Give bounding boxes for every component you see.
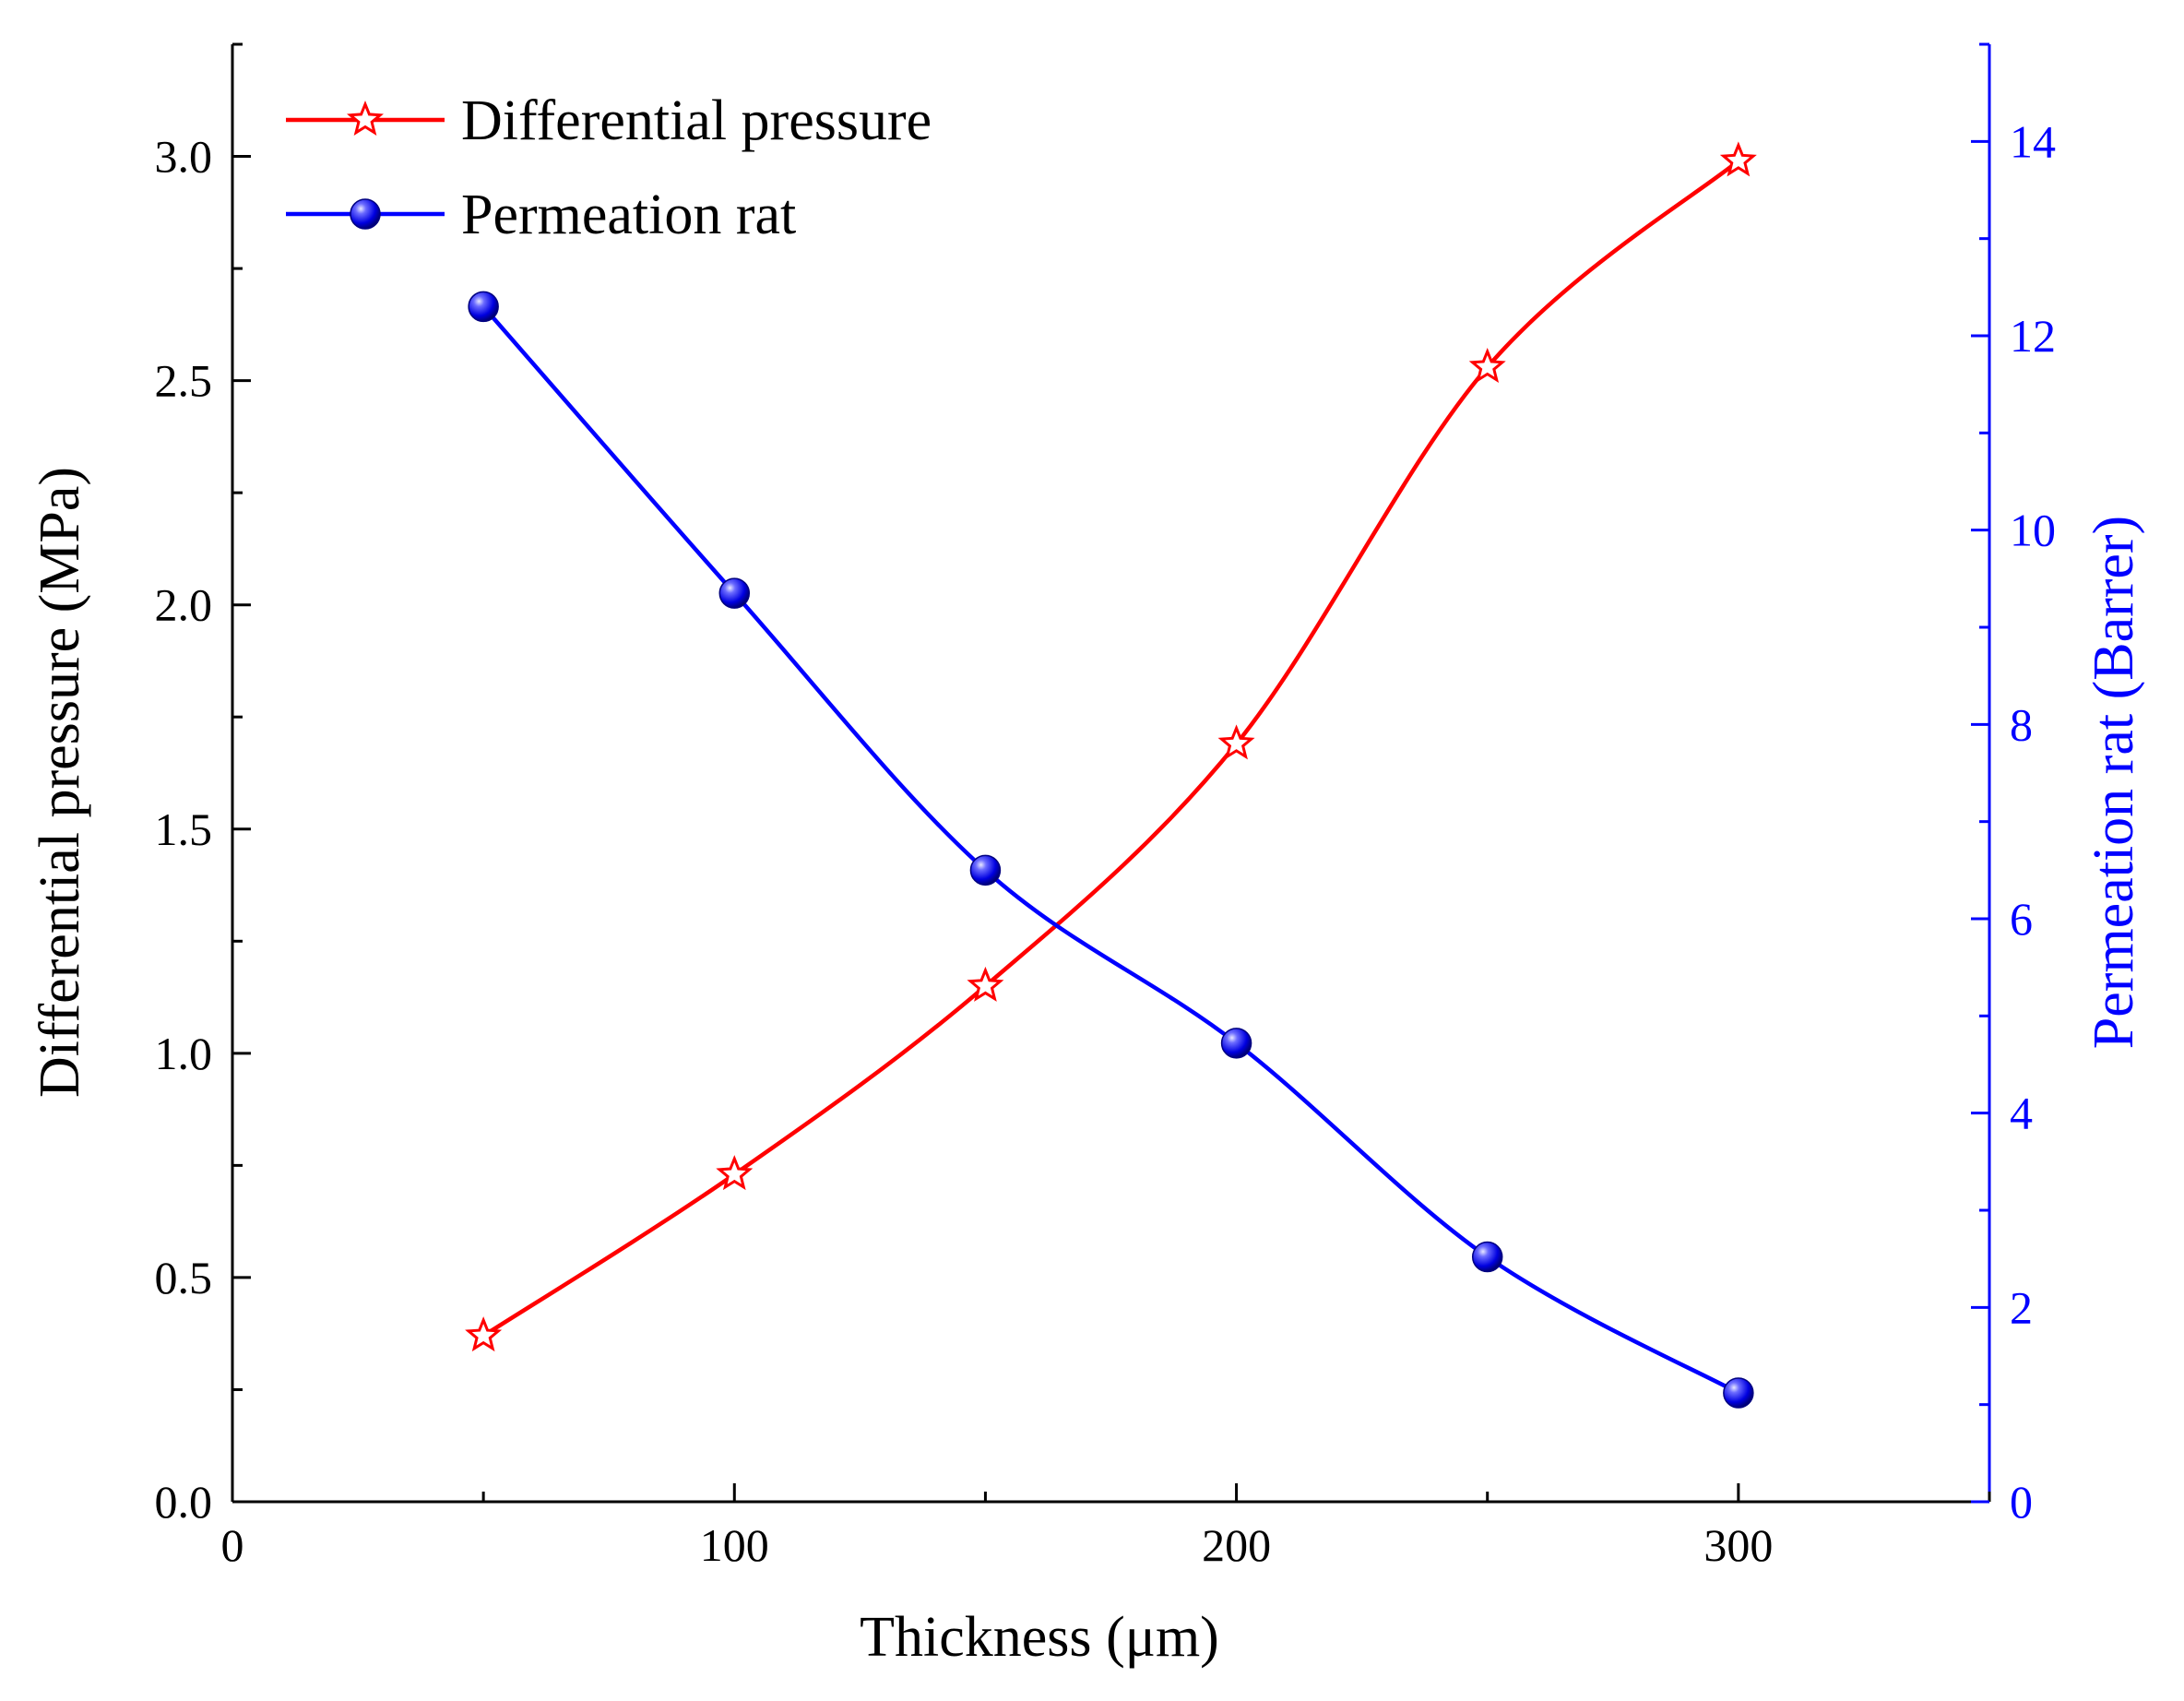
data-point: [465, 1316, 503, 1352]
series-line: [481, 304, 1739, 1396]
data-point: [969, 854, 1002, 886]
y-left-tick-label: 0.0: [155, 1476, 213, 1528]
data-point: [1217, 724, 1255, 760]
series-line: [481, 159, 1740, 1338]
y-axis-right-title: Permeation rat (Barrer): [2083, 516, 2145, 1049]
data-point: [1220, 1028, 1252, 1059]
series-permeation-rat: [468, 291, 1754, 1409]
y-right-tick-label: 10: [2010, 505, 2056, 556]
x-tick-label: 300: [1703, 1519, 1773, 1571]
y-left-tick-label: 1.5: [155, 803, 213, 855]
x-tick-label: 100: [700, 1519, 769, 1571]
series-differential-pressure: [465, 141, 1757, 1352]
data-point: [1468, 348, 1506, 384]
data-point: [967, 966, 1004, 1002]
y-right-tick-label: 4: [2010, 1088, 2033, 1139]
legend-label: Permeation rat: [461, 184, 796, 246]
y-left-tick-label: 2.0: [155, 579, 213, 631]
x-tick-label: 0: [221, 1519, 244, 1571]
y-right-tick-label: 0: [2010, 1476, 2033, 1528]
y-right-tick-label: 6: [2010, 893, 2033, 945]
y-left-tick-label: 3.0: [155, 131, 213, 183]
data-point: [716, 1155, 754, 1191]
data-point: [1719, 141, 1757, 177]
star-icon: [347, 100, 384, 136]
x-tick-label: 200: [1202, 1519, 1271, 1571]
data-point: [1471, 1241, 1503, 1273]
y-axis-left-title: Differential pressure (MPa): [29, 467, 91, 1098]
axes-layer: 0 100 200 300 0.0 0.5 1.0 1.5 2.0 2.5 3.0 0 2 4 6 8 10 12…: [155, 42, 2056, 1571]
y-right-tick-label: 12: [2010, 310, 2056, 362]
y-left-tick-label: 0.5: [155, 1252, 213, 1303]
data-point: [468, 291, 499, 323]
y-left-tick-label: 1.0: [155, 1028, 213, 1079]
y-left-tick-label: 2.5: [155, 355, 213, 407]
legend-item: Permeation rat: [286, 184, 796, 246]
data-point: [718, 577, 751, 609]
circle-icon: [350, 198, 381, 230]
y-right-tick-label: 2: [2010, 1281, 2033, 1333]
legend: Differential pressure Permeation rat: [286, 89, 932, 246]
data-point: [1723, 1377, 1754, 1409]
series-layer: [465, 141, 1757, 1409]
y-right-tick-label: 14: [2010, 115, 2056, 167]
legend-item: Differential pressure: [286, 89, 932, 152]
y-right-tick-label: 8: [2010, 698, 2033, 750]
legend-label: Differential pressure: [461, 89, 932, 152]
x-axis-title: Thickness (μm): [860, 1606, 1219, 1669]
